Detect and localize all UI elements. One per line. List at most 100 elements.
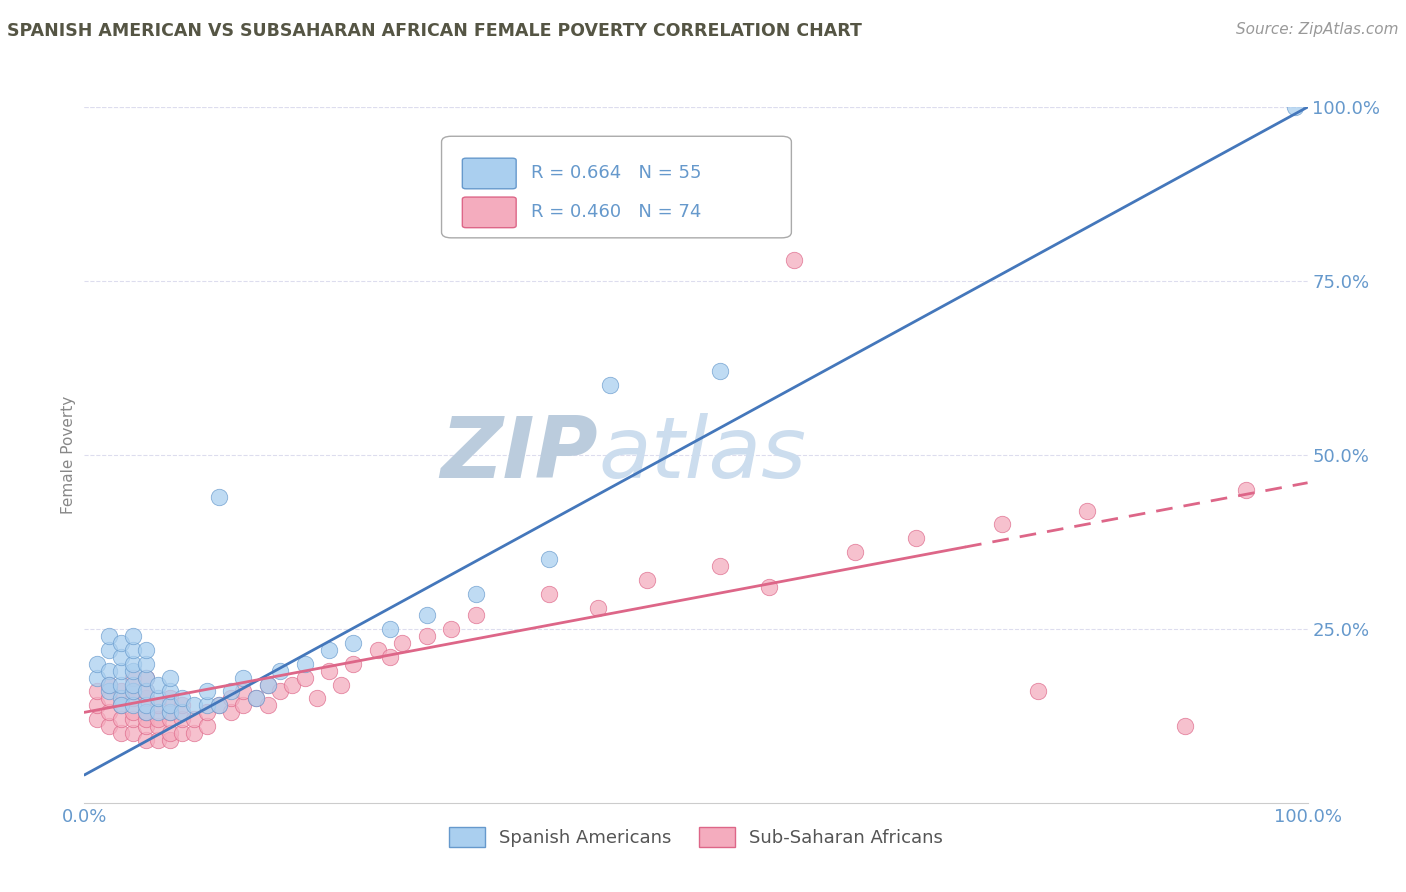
Point: [110, 698, 132, 713]
Point: [538, 552, 561, 566]
Point: [1028, 684, 1050, 698]
Point: [183, 726, 205, 740]
Point: [122, 698, 145, 713]
Point: [122, 629, 145, 643]
Point: [305, 691, 328, 706]
Text: ZIP: ZIP: [440, 413, 598, 497]
Point: [146, 706, 169, 720]
Point: [122, 706, 145, 720]
Point: [122, 677, 145, 691]
Point: [159, 698, 181, 713]
Point: [110, 677, 132, 691]
Point: [464, 587, 486, 601]
Point: [257, 677, 280, 691]
Point: [245, 691, 267, 706]
Point: [294, 671, 316, 685]
Point: [172, 712, 194, 726]
Point: [232, 671, 254, 685]
Point: [599, 378, 621, 392]
Point: [219, 691, 242, 706]
Point: [183, 712, 205, 726]
Point: [208, 490, 231, 504]
Point: [146, 719, 169, 733]
Point: [122, 712, 145, 726]
Point: [367, 642, 389, 657]
Point: [269, 664, 291, 678]
Point: [416, 607, 439, 622]
FancyBboxPatch shape: [463, 158, 516, 189]
Point: [159, 706, 181, 720]
Point: [257, 677, 280, 691]
Point: [110, 691, 132, 706]
Point: [758, 580, 780, 594]
Point: [159, 733, 181, 747]
Point: [110, 636, 132, 650]
Point: [195, 719, 218, 733]
Point: [172, 698, 194, 713]
Point: [110, 726, 132, 740]
Point: [159, 684, 181, 698]
Point: [159, 691, 181, 706]
Point: [905, 532, 928, 546]
Point: [219, 684, 242, 698]
Point: [318, 664, 340, 678]
Point: [232, 698, 254, 713]
Point: [159, 706, 181, 720]
Point: [245, 691, 267, 706]
Point: [208, 698, 231, 713]
Point: [709, 364, 731, 378]
Point: [110, 649, 132, 664]
Point: [172, 691, 194, 706]
Point: [281, 677, 304, 691]
Point: [86, 698, 108, 713]
Point: [97, 684, 120, 698]
Point: [86, 712, 108, 726]
Point: [146, 691, 169, 706]
Point: [146, 712, 169, 726]
Point: [783, 253, 806, 268]
Point: [538, 587, 561, 601]
Point: [636, 573, 658, 587]
Point: [195, 706, 218, 720]
Point: [97, 706, 120, 720]
Point: [709, 559, 731, 574]
Point: [172, 726, 194, 740]
Text: SPANISH AMERICAN VS SUBSAHARAN AFRICAN FEMALE POVERTY CORRELATION CHART: SPANISH AMERICAN VS SUBSAHARAN AFRICAN F…: [7, 22, 862, 40]
Point: [294, 657, 316, 671]
Point: [146, 677, 169, 691]
Point: [110, 684, 132, 698]
Point: [146, 698, 169, 713]
Point: [232, 684, 254, 698]
Point: [342, 636, 364, 650]
Point: [318, 642, 340, 657]
Point: [135, 642, 157, 657]
Point: [122, 642, 145, 657]
Point: [219, 706, 242, 720]
Point: [1076, 503, 1098, 517]
Point: [991, 517, 1014, 532]
Text: atlas: atlas: [598, 413, 806, 497]
Point: [97, 677, 120, 691]
Point: [586, 601, 609, 615]
Point: [122, 684, 145, 698]
Point: [122, 691, 145, 706]
Point: [440, 622, 463, 636]
Point: [257, 698, 280, 713]
Point: [110, 698, 132, 713]
Point: [135, 657, 157, 671]
Point: [110, 712, 132, 726]
Point: [110, 664, 132, 678]
Point: [135, 706, 157, 720]
Point: [172, 706, 194, 720]
Point: [97, 691, 120, 706]
Text: Source: ZipAtlas.com: Source: ZipAtlas.com: [1236, 22, 1399, 37]
Point: [122, 671, 145, 685]
Point: [135, 698, 157, 713]
Point: [122, 726, 145, 740]
Y-axis label: Female Poverty: Female Poverty: [60, 396, 76, 514]
Point: [159, 671, 181, 685]
Point: [135, 712, 157, 726]
Point: [159, 726, 181, 740]
Point: [195, 698, 218, 713]
Point: [380, 649, 402, 664]
